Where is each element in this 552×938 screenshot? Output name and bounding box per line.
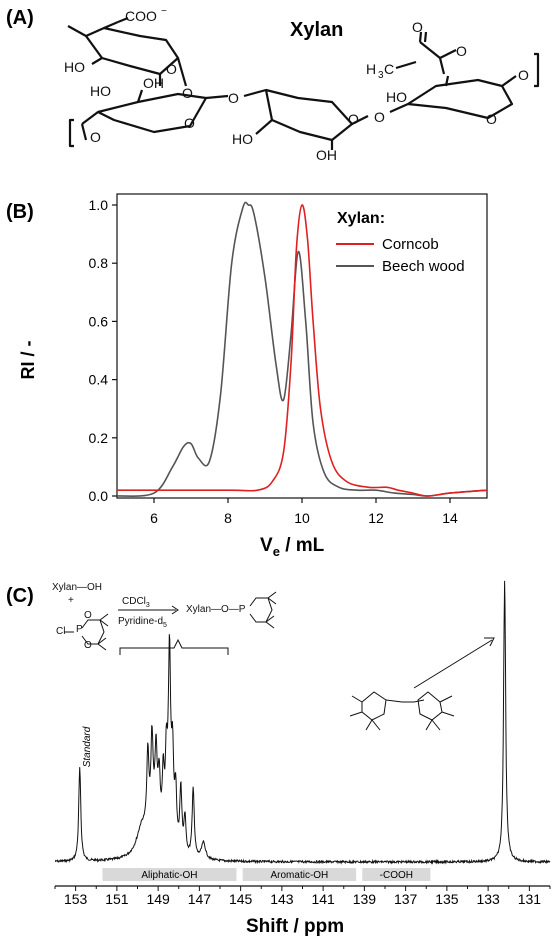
x-tick-label: 149	[146, 891, 170, 907]
x-tick-label: 147	[188, 891, 212, 907]
svg-text:O: O	[374, 109, 385, 125]
plot-b-series	[116, 201, 488, 497]
y-tick-label: 0.0	[89, 488, 109, 504]
svg-text:HO: HO	[386, 89, 407, 105]
panel-b-label: (B)	[6, 201, 34, 223]
x-tick-label: 6	[150, 510, 158, 526]
reaction-scheme: Xylan—OH + Cl P O O CDCl3 Pyridine-d5 Xy…	[52, 582, 277, 655]
panel-b: (B) 0.0 0.2 0.4 0.6 0.8 1.0 6 8 10 12 14 RI / - V…	[6, 193, 488, 559]
x-tick-label: 133	[476, 891, 500, 907]
x-tick-label: 131	[518, 891, 542, 907]
nmr-spectrum-line	[54, 580, 551, 865]
x-tick-label: 8	[224, 510, 232, 526]
svg-text:+: +	[68, 595, 74, 606]
standard-label: Standard	[82, 726, 93, 767]
panel-a-label: (A)	[6, 7, 34, 29]
series-line-corncob	[117, 204, 488, 497]
panel-a: (A) Xylan	[6, 6, 540, 163]
legend-title: Xylan:	[337, 210, 385, 227]
svg-text:O: O	[166, 61, 177, 77]
plot-b-x-axis: 6 8 10 12 14	[150, 498, 458, 526]
svg-text:O: O	[84, 610, 92, 621]
svg-text:−: −	[161, 6, 167, 17]
svg-text:OH: OH	[143, 75, 164, 91]
svg-text:COO: COO	[125, 8, 157, 24]
region-bar	[362, 868, 431, 881]
series-line-beech-wood	[116, 201, 488, 497]
region-label: Aromatic-OH	[271, 870, 329, 881]
xylan-atom-labels: COO − HO OH O O HO O O O HO OH O O HO O …	[64, 6, 529, 163]
plot-c-regions: Aliphatic-OH Aromatic-OH -COOH	[102, 868, 431, 881]
xylan-structure	[67, 16, 540, 150]
svg-text:O: O	[228, 90, 239, 106]
svg-text:O: O	[348, 111, 359, 127]
svg-text:O: O	[90, 129, 101, 145]
svg-text:HO: HO	[90, 83, 111, 99]
plot-b-xlabel: Ve / mL	[260, 535, 325, 559]
plot-b-y-axis: 0.0 0.2 0.4 0.6 0.8 1.0	[89, 197, 117, 504]
x-tick-label: 12	[368, 510, 384, 526]
y-tick-label: 0.4	[89, 372, 109, 388]
svg-text:Cl: Cl	[56, 626, 65, 637]
x-tick-label: 10	[294, 510, 310, 526]
svg-text:O: O	[412, 19, 423, 35]
svg-text:O: O	[518, 67, 529, 83]
panel-c-label: (C)	[6, 585, 34, 607]
y-tick-label: 0.8	[89, 255, 109, 271]
y-tick-label: 0.6	[89, 313, 109, 329]
plot-c-xlabel: Shift / ppm	[246, 916, 344, 937]
plot-c-spectrum	[54, 580, 551, 865]
y-tick-label: 0.2	[89, 430, 109, 446]
legend-label-corncob: Corncob	[382, 236, 439, 253]
region-label: -COOH	[380, 870, 413, 881]
svg-text:Pyridine-d5: Pyridine-d5	[118, 616, 167, 629]
svg-text:P: P	[76, 624, 83, 635]
x-tick-label: 14	[442, 510, 458, 526]
svg-text:O: O	[486, 111, 497, 127]
x-tick-label: 143	[270, 891, 294, 907]
byproduct-structure	[349, 637, 495, 731]
plot-b-legend: Xylan: Corncob Beech wood	[336, 210, 465, 275]
xylan-title: Xylan	[290, 19, 343, 41]
panel-c: (C) Xylan—OH + Cl P O O CDCl3 Pyridine-d…	[6, 580, 551, 937]
svg-text:O: O	[184, 115, 195, 131]
x-tick-label: 153	[64, 891, 88, 907]
x-tick-label: 137	[394, 891, 418, 907]
svg-text:Xylan—O—P: Xylan—O—P	[186, 604, 246, 615]
x-tick-label: 151	[105, 891, 129, 907]
svg-text:HO: HO	[232, 131, 253, 147]
region-label: Aliphatic-OH	[141, 870, 197, 881]
svg-text:O: O	[456, 43, 467, 59]
x-tick-label: 139	[353, 891, 377, 907]
svg-text:OH: OH	[316, 147, 337, 163]
region-bar	[102, 868, 237, 881]
x-tick-label: 141	[311, 891, 335, 907]
svg-text:HO: HO	[64, 59, 85, 75]
plot-b-ylabel: RI / -	[18, 340, 38, 379]
svg-text:3: 3	[378, 70, 384, 81]
svg-text:C: C	[384, 61, 394, 77]
y-tick-label: 1.0	[89, 197, 109, 213]
svg-text:O: O	[182, 85, 193, 101]
svg-text:O: O	[84, 640, 92, 651]
x-tick-label: 135	[435, 891, 459, 907]
svg-text:CDCl3: CDCl3	[122, 596, 150, 609]
plot-c-x-axis: 153 151 149 147 145 143 141 139 137 135 133 131	[54, 886, 551, 907]
region-bar	[242, 868, 357, 881]
svg-text:H: H	[366, 61, 376, 77]
x-tick-label: 145	[229, 891, 253, 907]
legend-label-beech: Beech wood	[382, 258, 465, 275]
svg-text:Xylan—OH: Xylan—OH	[52, 582, 102, 593]
